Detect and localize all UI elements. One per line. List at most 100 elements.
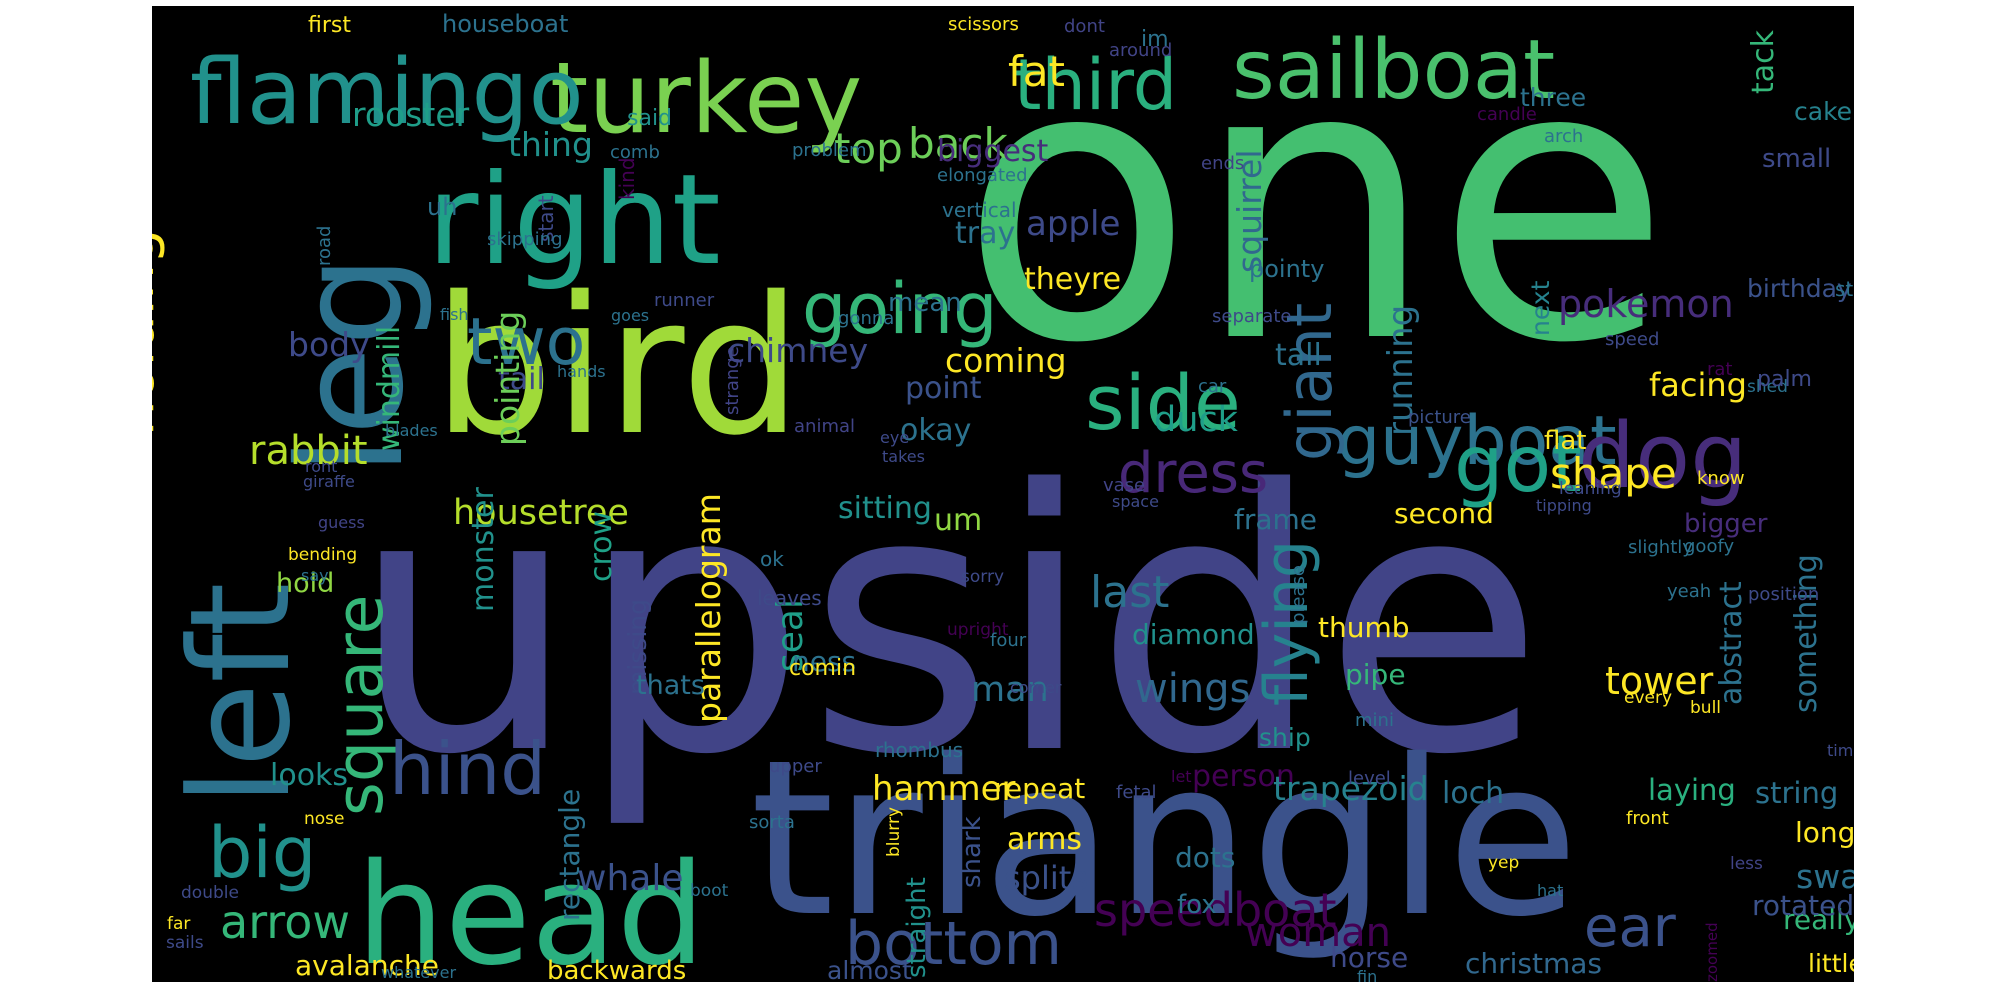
word-apple: apple	[1026, 204, 1120, 244]
word-shark: shark	[957, 816, 987, 888]
word-rhombus: rhombus	[875, 738, 963, 762]
word-problem: problem	[792, 140, 866, 161]
word-candle: candle	[1477, 104, 1537, 125]
word-avalanche: avalanche	[295, 949, 439, 982]
word-rotated: rotated	[1752, 889, 1854, 922]
word-thing: thing	[508, 125, 593, 164]
word-separate: separate	[1212, 306, 1291, 327]
word-three: three	[1520, 83, 1586, 112]
word-runner: runner	[654, 290, 715, 311]
word-cloud-canvas: one upside triangle bird head right leg left tur…	[152, 6, 1854, 982]
word-left: left	[160, 582, 321, 806]
word-speed: speed	[1605, 329, 1659, 350]
word-every: every	[1624, 688, 1672, 708]
word-yeah: yeah	[1667, 581, 1711, 602]
word-diamond: diamond	[1132, 618, 1255, 651]
word-missing: missing	[623, 599, 652, 695]
word-first: first	[308, 13, 351, 38]
word-tower: tower	[1605, 659, 1714, 703]
word-laying: laying	[1648, 773, 1736, 807]
word-leaves: leaves	[757, 586, 822, 610]
word-last: last	[1090, 567, 1169, 618]
word-squirrel: squirrel	[1230, 149, 1269, 273]
word-bull: bull	[1690, 698, 1721, 718]
word-pokemon: pokemon	[1558, 282, 1734, 326]
word-second: second	[1394, 497, 1494, 530]
word-vase: vase	[1103, 475, 1145, 496]
word-guyboat: guyboat	[1337, 402, 1617, 481]
word-hammer: hammer	[872, 769, 1016, 809]
word-start: start	[534, 195, 558, 242]
word-picture: picture	[1408, 407, 1471, 428]
word-pipe: pipe	[1345, 658, 1406, 691]
word-slightly: slightly	[1628, 537, 1693, 558]
word-im: im	[1141, 27, 1169, 52]
word-giant: giant	[1273, 303, 1346, 461]
word-windmill: windmill	[372, 326, 407, 451]
word-triangle: triangle	[750, 713, 1579, 964]
word-looks: looks	[270, 758, 348, 793]
word-arms: arms	[1007, 822, 1082, 857]
word-leg: leg	[267, 254, 436, 476]
word-hind: hind	[389, 727, 546, 811]
word-third: third	[1014, 44, 1177, 126]
word-something: something	[1789, 554, 1824, 713]
word-corner: corner	[1010, 678, 1062, 697]
word-side: side	[1085, 358, 1241, 447]
word-seal: seal	[770, 599, 811, 672]
word-head: head	[356, 834, 706, 982]
word-square: square	[323, 595, 398, 816]
word-ends: ends	[1201, 153, 1244, 174]
word-monster: monster	[466, 487, 501, 612]
word-theyre: theyre	[1024, 262, 1121, 297]
word-guess: guess	[318, 513, 365, 532]
word-fetal: fetal	[1116, 782, 1157, 803]
word-shape: shape	[1550, 449, 1677, 498]
word-say: say	[301, 566, 329, 585]
word-bending: bending	[288, 545, 357, 565]
word-ront: ront	[305, 457, 337, 476]
word-less: less	[1730, 854, 1763, 874]
word-sorry: sorry	[961, 567, 1004, 587]
word-please: please	[1288, 565, 1309, 624]
word-mini: mini	[1355, 710, 1394, 731]
word-splits: splits	[1004, 859, 1088, 897]
word-arrow: arrow	[220, 895, 350, 949]
word-right: right	[427, 148, 721, 293]
word-ok: ok	[760, 547, 784, 571]
word-whatever: whatever	[381, 963, 456, 982]
word-bottom: bottom	[845, 909, 1062, 979]
word-ear: ear	[1584, 895, 1677, 960]
word-rabbit: rabbit	[249, 428, 368, 474]
word-tack: tack	[1746, 29, 1781, 94]
word-biggest: biggest	[937, 134, 1049, 169]
word-said: said	[627, 106, 672, 131]
word-double: double	[181, 883, 239, 903]
word-comin: comin	[789, 656, 856, 681]
word-yep: yep	[1488, 853, 1519, 873]
word-parallelogram: parallelogram	[689, 493, 728, 723]
word-fin: fin	[1357, 967, 1377, 982]
word-cake: cake	[1794, 97, 1852, 126]
word-two: two	[467, 305, 585, 380]
word-man: man	[971, 670, 1049, 710]
word-almost: almost	[827, 956, 912, 982]
word-got: got	[1454, 420, 1582, 510]
word-person: person	[1192, 759, 1295, 794]
word-birthday: birthday	[1747, 274, 1852, 303]
word-wings: wings	[1135, 666, 1250, 712]
word-top: top	[834, 124, 903, 173]
word-swan: swan	[1796, 857, 1854, 896]
word-speedboat: speedboat	[1094, 883, 1337, 937]
word-really: really	[1783, 903, 1854, 936]
word-okay: okay	[900, 413, 971, 448]
word-christmas: christmas	[1465, 947, 1602, 980]
word-arch: arch	[1544, 126, 1583, 147]
word-blades: blades	[385, 421, 438, 440]
word-big: big	[208, 812, 316, 894]
word-starting: starting	[1835, 277, 1854, 301]
word-ness: ness	[792, 645, 856, 678]
word-vertical: vertical	[942, 198, 1017, 222]
word-turkey: turkey	[550, 42, 862, 156]
word-bird: bird	[433, 256, 802, 477]
